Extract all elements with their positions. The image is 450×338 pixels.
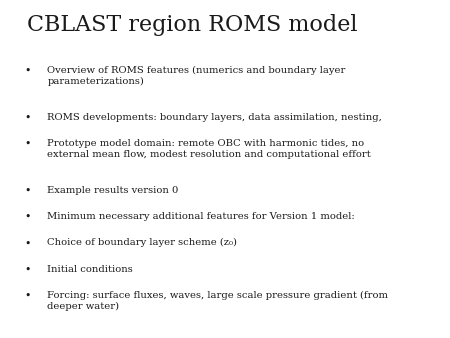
Text: CBLAST region ROMS model: CBLAST region ROMS model — [27, 14, 357, 35]
Text: Example results version 0: Example results version 0 — [47, 186, 179, 195]
Text: •: • — [25, 238, 31, 248]
Text: •: • — [25, 265, 31, 275]
Text: Prototype model domain: remote OBC with harmonic tides, no
external mean flow, m: Prototype model domain: remote OBC with … — [47, 139, 371, 159]
Text: •: • — [25, 291, 31, 301]
Text: ROMS developments: boundary layers, data assimilation, nesting,: ROMS developments: boundary layers, data… — [47, 113, 382, 122]
Text: •: • — [25, 66, 31, 76]
Text: •: • — [25, 139, 31, 149]
Text: •: • — [25, 186, 31, 196]
Text: Forcing: surface fluxes, waves, large scale pressure gradient (from
deeper water: Forcing: surface fluxes, waves, large sc… — [47, 291, 388, 311]
Text: •: • — [25, 212, 31, 222]
Text: Choice of boundary layer scheme (z₀): Choice of boundary layer scheme (z₀) — [47, 238, 237, 247]
Text: •: • — [25, 113, 31, 123]
Text: Minimum necessary additional features for Version 1 model:: Minimum necessary additional features fo… — [47, 212, 355, 221]
Text: Overview of ROMS features (numerics and boundary layer
parameterizations): Overview of ROMS features (numerics and … — [47, 66, 346, 86]
Text: Initial conditions: Initial conditions — [47, 265, 133, 274]
